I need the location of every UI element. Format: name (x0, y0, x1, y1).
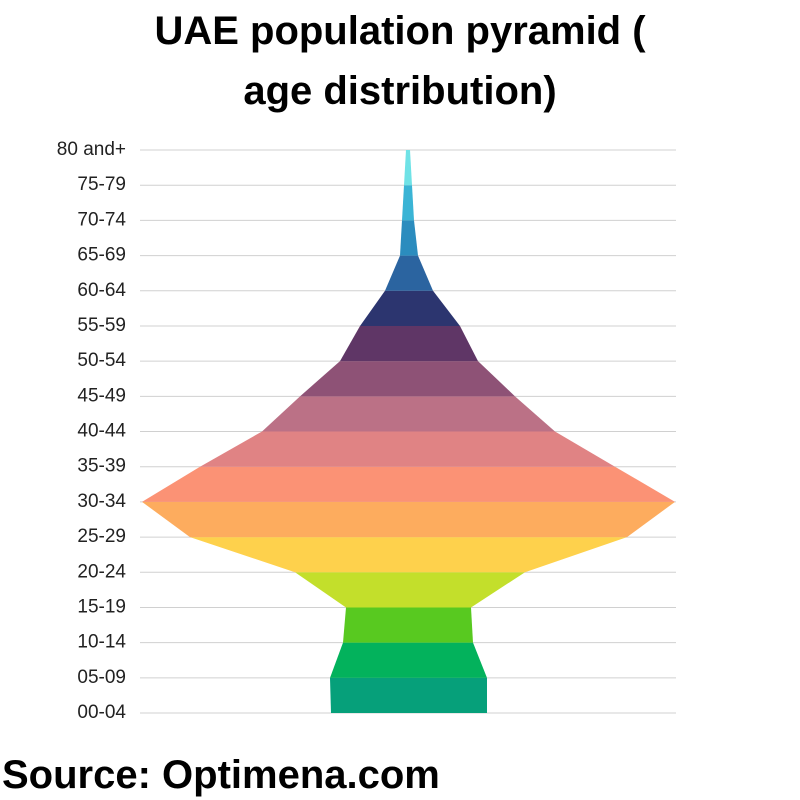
y-tick-label: 10-14 (77, 632, 126, 653)
y-tick-label: 40-44 (77, 421, 126, 442)
band (200, 431, 615, 467)
y-tick-label: 65-69 (77, 245, 126, 266)
band (343, 607, 473, 643)
band (262, 396, 555, 432)
y-tick-label: 60-64 (77, 280, 126, 301)
y-tick-label: 15-19 (77, 596, 126, 617)
band (360, 290, 460, 326)
y-tick-label: 30-34 (77, 491, 126, 512)
band (142, 501, 675, 538)
y-tick-label: 45-49 (77, 385, 126, 406)
y-tick-label: 75-79 (77, 174, 126, 195)
band (330, 677, 487, 713)
band (300, 361, 515, 397)
y-tick-label: 00-04 (77, 702, 126, 723)
band (400, 220, 418, 256)
source: Source: Optimena.com (2, 753, 440, 797)
band (330, 642, 487, 678)
chart-title: UAE population pyramid (age distribution… (154, 9, 646, 113)
y-tick-label: 80 and+ (57, 139, 126, 160)
band (190, 537, 627, 573)
band (404, 150, 412, 186)
band (402, 185, 414, 221)
y-tick-label: 50-54 (77, 350, 126, 371)
y-tick-label: 70-74 (77, 209, 126, 230)
y-tick-label: 55-59 (77, 315, 126, 336)
y-tick-label: 25-29 (77, 526, 126, 547)
band (142, 466, 675, 502)
y-tick-label: 35-39 (77, 456, 126, 477)
y-tick-label: 20-24 (77, 561, 126, 582)
band (340, 325, 478, 362)
band (295, 572, 525, 608)
band (385, 255, 433, 291)
y-tick-label: 05-09 (77, 667, 126, 688)
